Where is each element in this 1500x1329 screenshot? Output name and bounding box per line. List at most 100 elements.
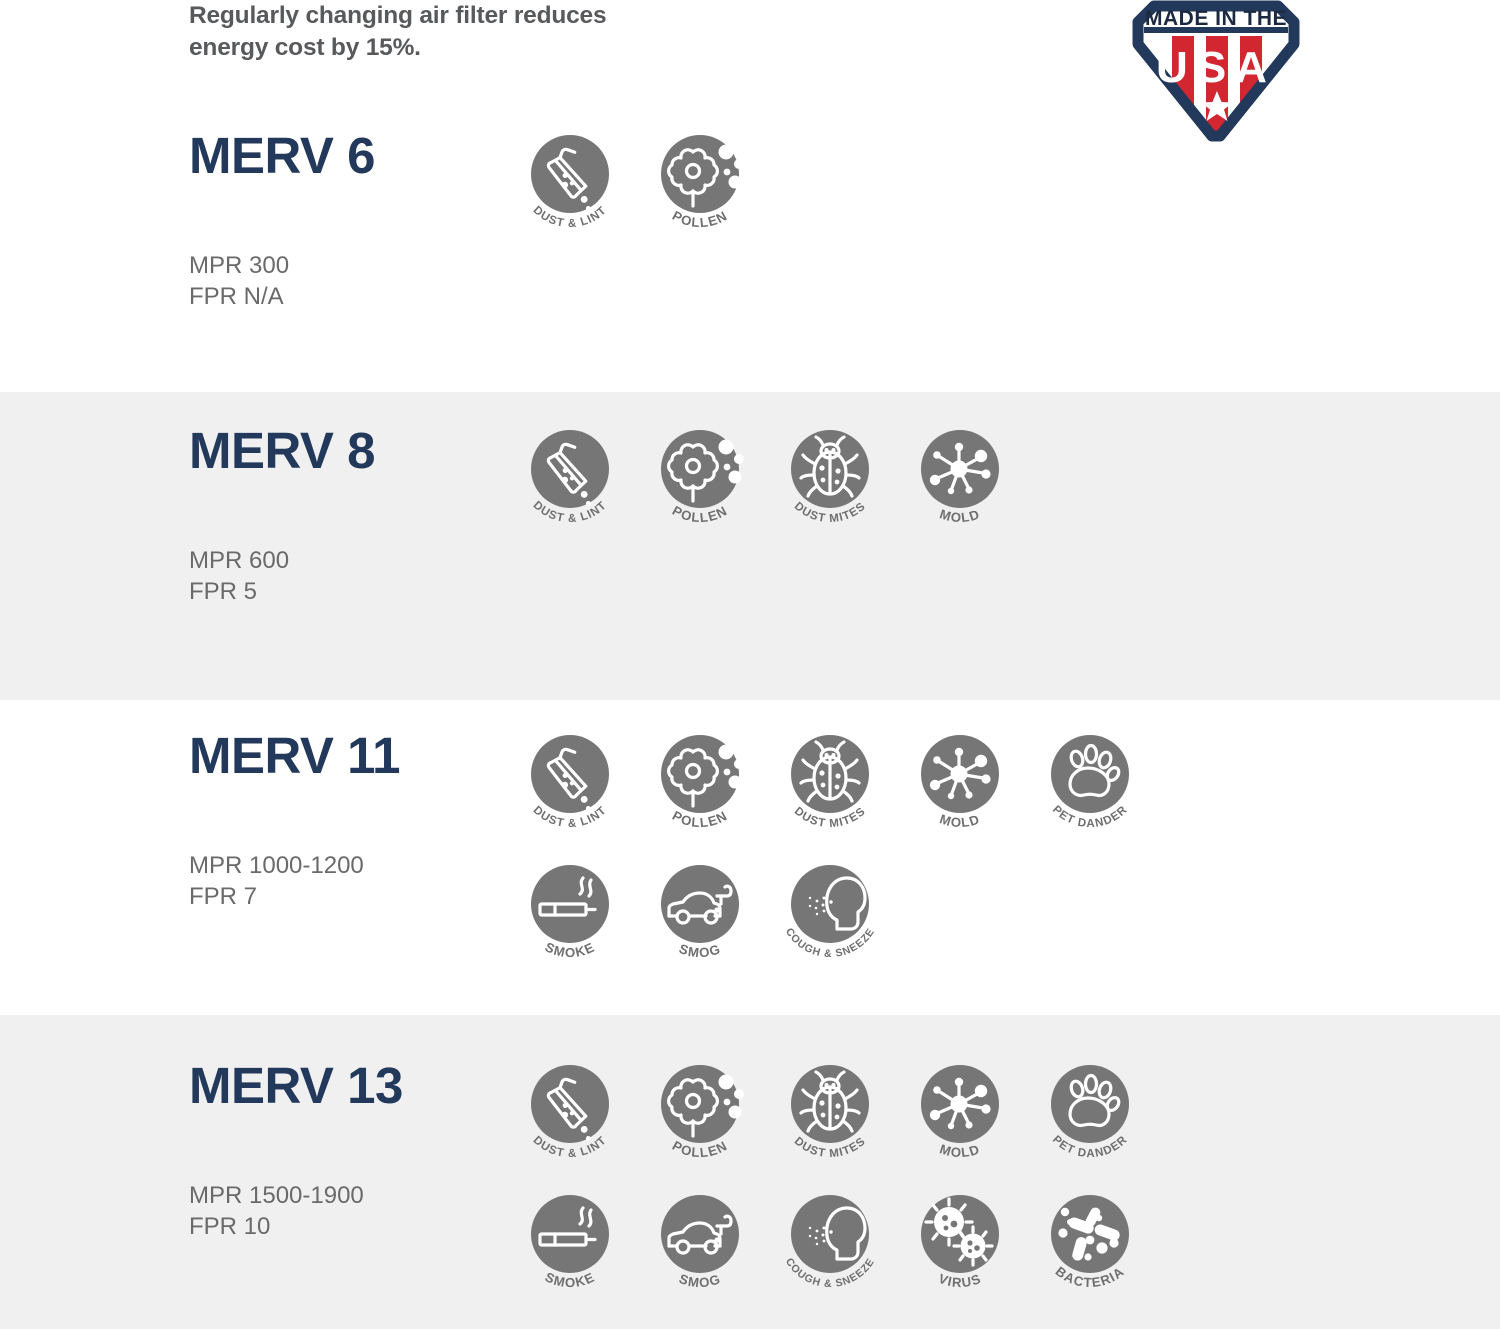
icon-label: POLLEN — [670, 208, 730, 230]
icon-mold: MOLD — [895, 730, 1025, 846]
icon-smog: SMOG — [635, 1190, 765, 1306]
icon-circle — [791, 1195, 869, 1273]
icon-line-1: DUST & LINT POLLEN — [505, 130, 1205, 246]
icon-graphic-cough-sneeze: COUGH & SNEEZE — [783, 865, 876, 960]
icon-graphic-pollen: POLLEN — [661, 135, 744, 230]
icon-dust-mites: DUST MITES — [765, 730, 895, 846]
icon-label: SMOKE — [543, 1269, 598, 1290]
icon-label: MOLD — [938, 811, 982, 830]
icon-smog: SMOG — [635, 860, 765, 976]
icon-label: POLLEN — [670, 808, 730, 830]
merv-rating-label: MERV 13 — [189, 1057, 403, 1114]
icon-circle — [531, 135, 609, 213]
icon-smoke: SMOKE — [505, 1190, 635, 1306]
icon-circle — [531, 735, 609, 813]
icon-graphic-pet-dander: PET DANDER — [1050, 1065, 1129, 1160]
icon-bacteria: BACTERIA — [1025, 1190, 1155, 1306]
star-icon — [1201, 91, 1233, 121]
icon-line-1: DUST & LINT POLLEN — [505, 425, 1205, 541]
icon-dust-lint: DUST & LINT — [505, 130, 635, 246]
band-merv13 — [0, 1015, 1500, 1329]
icon-label: MOLD — [938, 1141, 982, 1160]
icon-label: SMOKE — [543, 939, 598, 960]
fpr-value: FPR 7 — [189, 883, 258, 911]
icon-graphic-pollen: POLLEN — [661, 430, 744, 525]
icon-dust-lint: DUST & LINT — [505, 425, 635, 541]
icon-graphic-dust-lint: DUST & LINT — [531, 735, 609, 830]
icon-cough-sneeze: COUGH & SNEEZE — [765, 860, 895, 976]
icon-grid: DUST & LINT POLLEN — [505, 1060, 1205, 1306]
icon-grid: DUST & LINT POLLEN — [505, 130, 1205, 246]
merv-rating-label: MERV 11 — [189, 727, 401, 784]
icon-graphic-dust-lint: DUST & LINT — [531, 135, 609, 230]
icon-pollen: POLLEN — [635, 730, 765, 846]
band-merv11 — [0, 700, 1500, 1015]
icon-graphic-dust-lint: DUST & LINT — [531, 430, 609, 525]
fpr-value: FPR 10 — [189, 1213, 271, 1241]
icon-graphic-cough-sneeze: COUGH & SNEEZE — [783, 1195, 876, 1290]
icon-line-1: DUST & LINT POLLEN — [505, 730, 1205, 846]
mpr-value: MPR 1000-1200 — [189, 852, 364, 879]
icon-label: POLLEN — [670, 1138, 730, 1160]
icon-label: VIRUS — [936, 1271, 983, 1290]
icon-label: POLLEN — [670, 503, 730, 525]
icon-graphic-smog: SMOG — [661, 865, 739, 960]
icon-graphic-dust-mites: DUST MITES — [791, 430, 869, 525]
icon-pet-dander: PET DANDER — [1025, 1060, 1155, 1176]
merv-ratings-text: MPR 1500-1900 FPR 10 — [189, 1180, 364, 1242]
icon-grid: DUST & LINT POLLEN — [505, 425, 1205, 541]
made-in-usa-icon: MADE IN THE USA — [1132, 0, 1300, 142]
icon-graphic-dust-mites: DUST MITES — [791, 1065, 869, 1160]
icon-cough-sneeze: COUGH & SNEEZE — [765, 1190, 895, 1306]
icon-mold: MOLD — [895, 1060, 1025, 1176]
icon-line-2: SMOKE SMOG COUGH & SNEEZE — [505, 1190, 1205, 1306]
icon-graphic-mold: MOLD — [921, 430, 999, 525]
made-in-usa-badge: MADE IN THE USA — [1114, 0, 1318, 172]
icon-graphic-pollen: POLLEN — [661, 735, 744, 830]
mpr-value: MPR 300 — [189, 252, 290, 279]
band-merv8 — [0, 392, 1500, 700]
icon-dust-lint: DUST & LINT — [505, 1060, 635, 1176]
merv-ratings-text: MPR 600 FPR 5 — [189, 545, 289, 607]
icon-label: SMOG — [677, 1271, 723, 1290]
icon-graphic-dust-mites: DUST MITES — [791, 735, 869, 830]
page-headline: Regularly changing air filter reduces en… — [189, 2, 607, 61]
icon-graphic-virus: VIRUS — [921, 1195, 999, 1290]
icon-dust-lint: DUST & LINT — [505, 730, 635, 846]
icon-graphic-smoke: SMOKE — [531, 1195, 609, 1290]
icon-graphic-mold: MOLD — [921, 735, 999, 830]
merv-ratings-text: MPR 300 FPR N/A — [189, 250, 289, 312]
icon-pollen: POLLEN — [635, 130, 765, 246]
icon-pet-dander: PET DANDER — [1025, 730, 1155, 846]
icon-line-2: SMOKE SMOG COUGH & SNEEZE — [505, 860, 1205, 976]
icon-circle — [791, 865, 869, 943]
icon-graphic-bacteria: BACTERIA — [1051, 1195, 1129, 1290]
merv-ratings-text: MPR 1000-1200 FPR 7 — [189, 850, 364, 912]
icon-graphic-mold: MOLD — [921, 1065, 999, 1160]
icon-graphic-pollen: POLLEN — [661, 1065, 744, 1160]
fpr-value: FPR 5 — [189, 578, 258, 606]
icon-circle — [531, 430, 609, 508]
icon-smoke: SMOKE — [505, 860, 635, 976]
icon-circle — [531, 1065, 609, 1143]
icon-graphic-dust-lint: DUST & LINT — [531, 1065, 609, 1160]
icon-line-1: DUST & LINT POLLEN — [505, 1060, 1205, 1176]
fpr-value: FPR N/A — [189, 283, 284, 311]
icon-label: MOLD — [938, 506, 982, 525]
icon-mold: MOLD — [895, 425, 1025, 541]
icon-graphic-pet-dander: PET DANDER — [1050, 735, 1129, 830]
badge-main-text: USA — [1156, 43, 1276, 92]
icon-pollen: POLLEN — [635, 425, 765, 541]
icon-grid: DUST & LINT POLLEN — [505, 730, 1205, 976]
icon-graphic-smog: SMOG — [661, 1195, 739, 1290]
icon-pollen: POLLEN — [635, 1060, 765, 1176]
icon-dust-mites: DUST MITES — [765, 425, 895, 541]
icon-virus: VIRUS — [895, 1190, 1025, 1306]
icon-circle — [1051, 1195, 1129, 1273]
merv-rating-label: MERV 8 — [189, 422, 375, 479]
mpr-value: MPR 1500-1900 — [189, 1182, 364, 1209]
badge-top-text: MADE IN THE — [1145, 7, 1287, 30]
icon-graphic-smoke: SMOKE — [531, 865, 609, 960]
mpr-value: MPR 600 — [189, 547, 290, 574]
icon-label: SMOG — [677, 941, 723, 960]
